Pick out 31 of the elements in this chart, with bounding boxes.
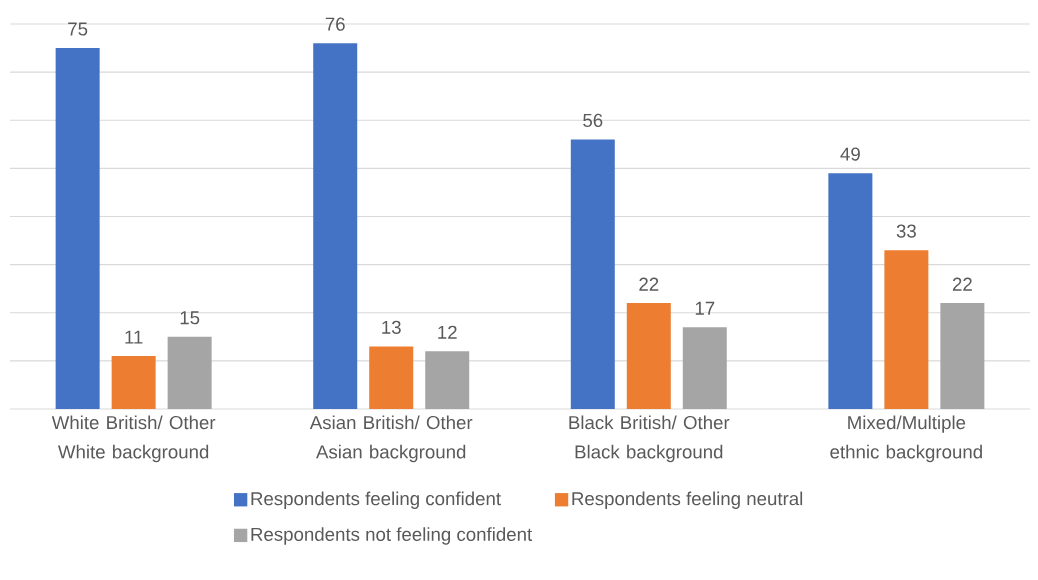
- legend-label: Respondents feeling confident: [251, 491, 501, 509]
- bar: [570, 139, 615, 409]
- data-label: 22: [639, 277, 659, 291]
- bar: [884, 250, 929, 409]
- bar: [626, 303, 671, 409]
- data-label: 56: [583, 113, 603, 128]
- data-label: 49: [840, 147, 860, 161]
- x-tick-label: Black British/ Other Black background: [569, 415, 730, 463]
- data-label: 13: [382, 320, 401, 334]
- data-label: 12: [438, 325, 457, 339]
- data-label: 22: [952, 277, 972, 291]
- x-tick-label: Mixed/Multiple ethnic background: [830, 415, 982, 463]
- legend-label: Respondents feeling neutral: [572, 491, 803, 509]
- bar: [55, 48, 100, 409]
- bar: [313, 43, 358, 409]
- x-tick-label: Asian British/ Other Asian background: [309, 415, 473, 463]
- data-label: 11: [125, 330, 143, 344]
- bar: [167, 336, 212, 409]
- bar: [682, 327, 727, 409]
- data-label: 33: [896, 224, 916, 238]
- bar: [369, 346, 414, 409]
- legend-label: Respondents not feeling confident: [251, 527, 533, 545]
- bar: [111, 356, 156, 409]
- data-label: 75: [68, 22, 88, 36]
- data-label: 15: [180, 311, 200, 325]
- data-label: 17: [695, 301, 715, 315]
- bar: [828, 173, 873, 409]
- bar: [940, 303, 985, 409]
- data-label: 76: [325, 17, 345, 31]
- x-tick-label: White British/ Other White background: [51, 415, 216, 463]
- bar: [425, 351, 470, 409]
